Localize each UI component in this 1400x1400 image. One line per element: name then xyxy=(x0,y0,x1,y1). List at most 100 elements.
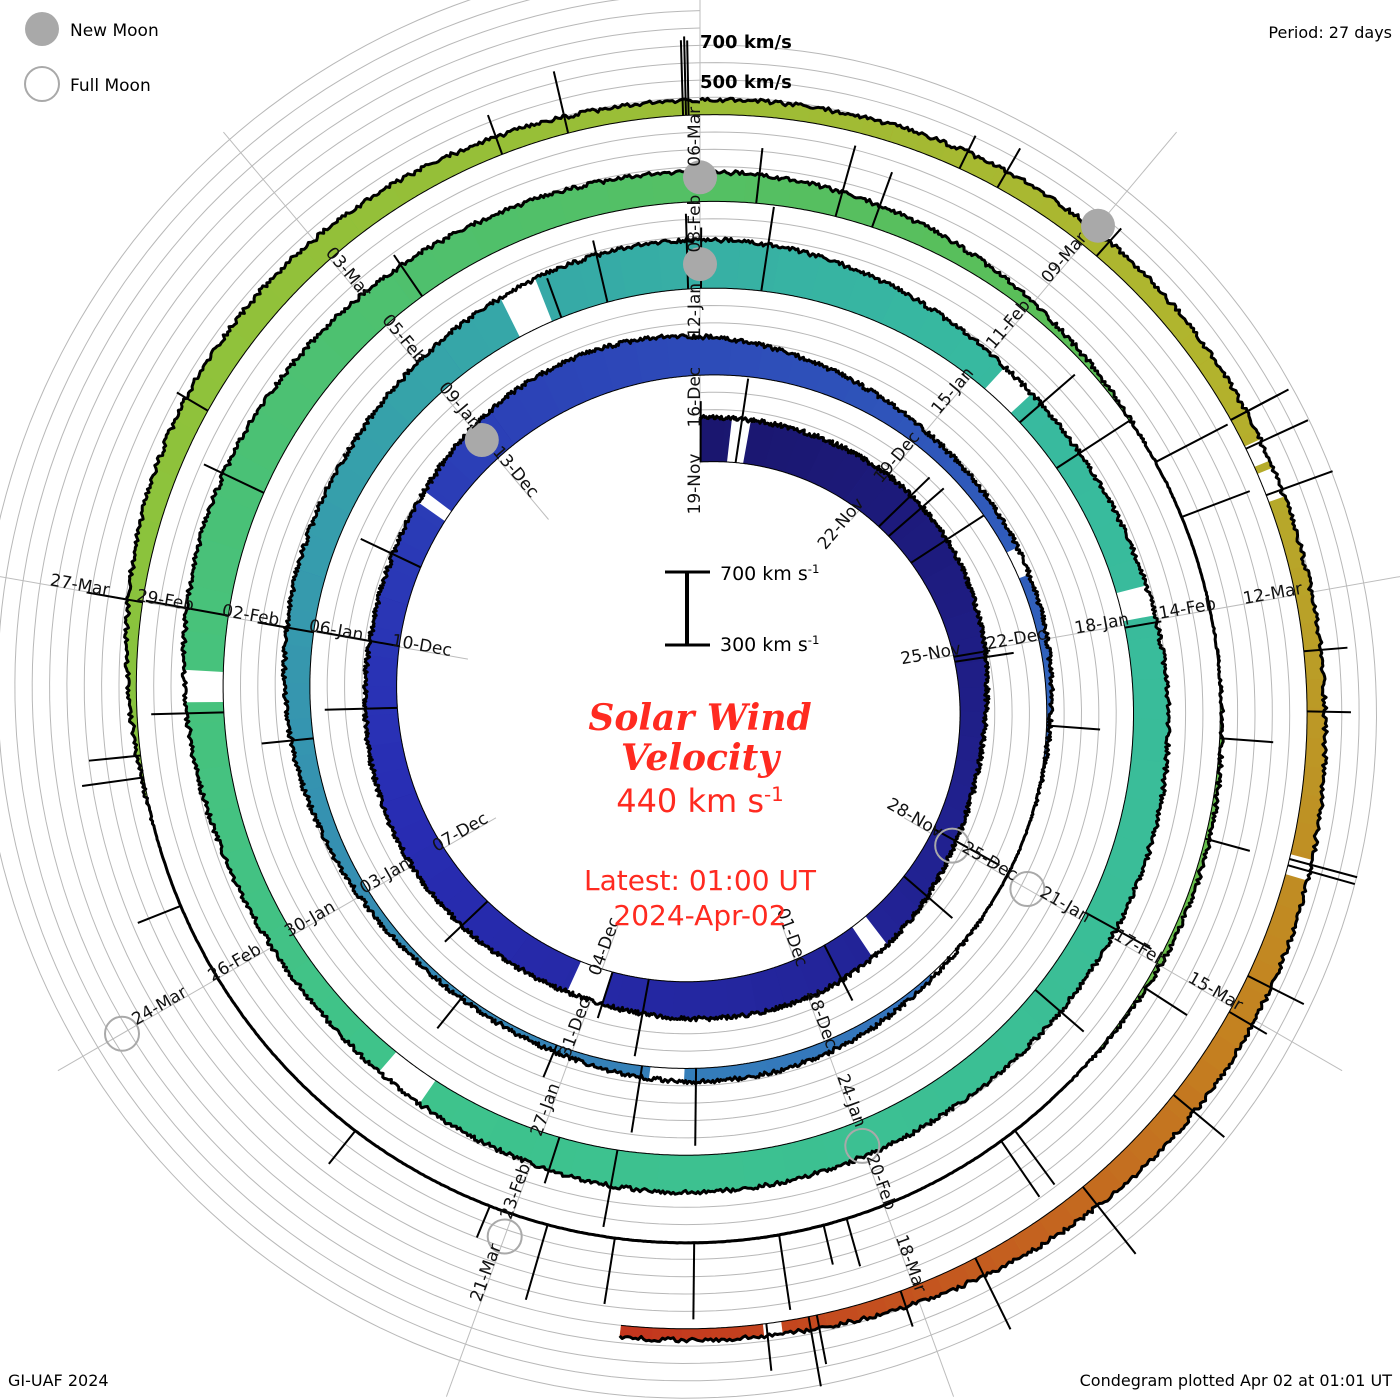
center-latest-time: Latest: 01:00 UT xyxy=(584,864,817,897)
svg-text:13-Dec: 13-Dec xyxy=(488,443,542,502)
data-strip xyxy=(602,339,644,391)
data-strip xyxy=(981,505,1011,541)
key-label-bottom: 300 km s-1 xyxy=(720,633,820,656)
data-gap xyxy=(984,367,1032,413)
data-strip xyxy=(351,880,382,917)
data-strip xyxy=(845,463,894,514)
data-strip xyxy=(1289,566,1313,600)
new-moon-marker xyxy=(683,160,717,195)
svg-text:02-Feb: 02-Feb xyxy=(220,601,280,631)
speed-spike xyxy=(871,171,893,228)
date-label-12-Mar: 12-Mar xyxy=(1242,579,1304,609)
speed-spike xyxy=(845,1217,862,1267)
data-strip xyxy=(350,274,413,333)
data-strip xyxy=(919,435,955,468)
speed-spike xyxy=(88,754,141,762)
speed-spike xyxy=(1228,1010,1268,1035)
speed-spike xyxy=(81,776,144,787)
data-strip xyxy=(346,182,405,234)
speed-spike xyxy=(1085,911,1152,950)
svg-text:15-Mar: 15-Mar xyxy=(1184,968,1246,1015)
speed-spike xyxy=(903,875,954,919)
data-strip xyxy=(1179,331,1213,367)
data-strip xyxy=(381,792,427,832)
data-strip xyxy=(787,353,826,392)
data-strip xyxy=(1045,942,1098,998)
data-strip xyxy=(958,686,990,714)
svg-text:12-Jan: 12-Jan xyxy=(685,283,705,338)
data-strip xyxy=(728,339,765,378)
data-strip xyxy=(372,766,416,804)
date-label-16-Dec: 16-Dec xyxy=(685,367,705,428)
data-strip xyxy=(154,418,198,478)
speed-spike xyxy=(592,240,609,303)
spiral-data-bands xyxy=(81,36,1358,1387)
speed-spike xyxy=(596,971,614,1019)
speed-spike xyxy=(996,147,1022,189)
data-strip xyxy=(1197,357,1230,392)
svg-text:09-Jan: 09-Jan xyxy=(434,378,485,433)
date-label-08-Feb: 08-Feb xyxy=(685,195,705,253)
speed-spike xyxy=(684,213,690,290)
speed-spike xyxy=(316,630,400,648)
speed-spike xyxy=(1154,423,1229,464)
data-strip xyxy=(869,396,907,431)
date-label-18-Jan: 18-Jan xyxy=(1073,609,1131,638)
data-strip xyxy=(700,334,734,376)
speed-spike xyxy=(1124,620,1162,629)
data-strip xyxy=(366,624,402,660)
speed-spike xyxy=(822,1224,834,1265)
data-strip xyxy=(1067,340,1102,383)
data-strip xyxy=(963,481,995,514)
date-label-28-Dec: 28-Dec xyxy=(802,987,842,1051)
svg-text:30-Jan: 30-Jan xyxy=(281,897,339,942)
data-strip xyxy=(764,423,802,473)
data-strip xyxy=(896,415,931,449)
center-latest-value: 440 km s-1 xyxy=(616,782,784,820)
date-label-22-Nov: 22-Nov xyxy=(814,494,869,554)
data-strip xyxy=(724,974,757,1019)
data-strip xyxy=(526,1130,579,1177)
data-strip xyxy=(915,132,950,162)
data-strip xyxy=(317,819,347,859)
speed-spike xyxy=(1142,986,1188,1016)
svg-text:14-Feb: 14-Feb xyxy=(1157,594,1217,624)
date-label-11-Feb: 11-Feb xyxy=(982,296,1035,353)
full-moon-marker xyxy=(104,1015,140,1052)
data-strip xyxy=(489,121,546,157)
data-strip xyxy=(933,585,977,622)
svg-text:12-Mar: 12-Mar xyxy=(1242,579,1304,609)
data-strip xyxy=(141,465,178,525)
data-strip xyxy=(1082,1166,1124,1206)
data-strip xyxy=(796,1039,833,1065)
data-strip xyxy=(1013,179,1050,213)
speed-spike xyxy=(1307,710,1351,714)
speed-spike xyxy=(203,463,265,494)
moon-legend: New Moon Full Moon xyxy=(24,12,159,102)
speed-spike xyxy=(546,277,563,318)
svg-text:24-Mar: 24-Mar xyxy=(129,983,191,1030)
data-strip xyxy=(1025,591,1045,625)
data-strip xyxy=(845,271,899,325)
speed-spike xyxy=(1056,420,1130,469)
speed-spike xyxy=(1245,419,1309,450)
data-strip xyxy=(578,247,629,308)
data-strip xyxy=(909,536,960,581)
data-strip xyxy=(1303,650,1325,683)
new-moon-marker xyxy=(683,247,717,282)
new-moon-marker xyxy=(1081,208,1115,243)
data-strip xyxy=(427,224,487,279)
center-caption: Solar Wind Velocity 440 km s-1 Latest: 0… xyxy=(584,697,817,932)
data-strip xyxy=(962,1034,1016,1088)
data-gap xyxy=(574,964,612,1005)
data-strip xyxy=(634,335,672,383)
data-strip xyxy=(363,712,402,746)
speed-spike xyxy=(1000,1139,1041,1198)
speed-spike xyxy=(1095,227,1122,257)
svg-text:05-Feb: 05-Feb xyxy=(378,311,431,368)
speed-spike xyxy=(1265,470,1333,497)
band-baseline xyxy=(309,287,1048,1069)
speed-spike xyxy=(1289,858,1358,879)
data-strip xyxy=(391,246,450,304)
